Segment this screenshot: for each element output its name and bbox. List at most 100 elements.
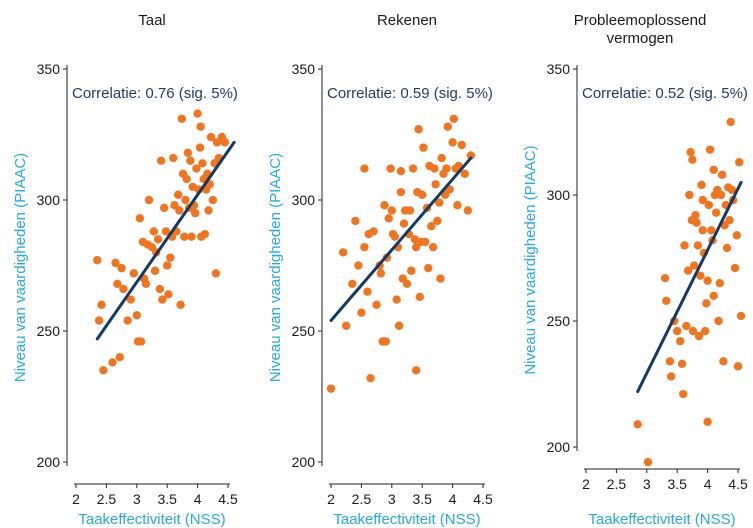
scatter-point [405, 206, 415, 215]
scatter-point [159, 203, 169, 213]
scatter-point [195, 143, 205, 152]
scatter-point [108, 358, 117, 367]
scatter-point [680, 241, 689, 250]
scatter-point [466, 151, 476, 160]
scatter-point [460, 169, 469, 178]
correlation-annotation: Correlatie: 0.59 (sig. 5%) [327, 85, 493, 102]
scatter-point [196, 122, 205, 131]
x-axis-label: Taakeffectiviteit (NSS) [78, 511, 225, 528]
scatter-point [177, 114, 186, 123]
x-tick-label: 2.5 [97, 491, 117, 507]
scatter-point [428, 242, 438, 252]
scatter-point [715, 279, 724, 288]
scatter-point [633, 420, 642, 429]
scatter-point [725, 216, 734, 225]
scatter-point [208, 195, 217, 205]
scatter-point [414, 125, 423, 134]
scatter-point [437, 153, 446, 163]
scatter-point [427, 222, 436, 231]
scatter-point [698, 195, 707, 205]
scatter-point [448, 138, 457, 147]
scatter-point [463, 206, 472, 215]
scatter-point [726, 117, 735, 127]
x-tick-label: 4 [704, 476, 712, 492]
scatter-point [150, 266, 160, 275]
scatter-point [186, 156, 195, 165]
scatter-point [155, 284, 165, 294]
scatter-point [697, 180, 706, 190]
x-axis-label: Taakeffectiviteit (NSS) [588, 511, 735, 528]
scatter-point [360, 242, 369, 252]
scatter-point [683, 266, 693, 275]
scatter-point [158, 295, 167, 304]
y-tick-label: 200 [547, 439, 571, 455]
y-axis-label: Niveau van vaardigheden (PIAAC) [12, 153, 29, 382]
scatter-point [169, 153, 178, 163]
scatter-point [688, 155, 697, 164]
scatter-point [187, 232, 196, 241]
scatter-point [338, 248, 348, 257]
scatter-point [716, 190, 726, 200]
scatter-point [666, 372, 676, 381]
y-tick-label: 350 [292, 61, 316, 77]
y-axis-label: Niveau van vaardigheden (PIAAC) [522, 145, 539, 374]
scatter-point [113, 279, 122, 289]
scatter-point [141, 279, 151, 289]
scatter-point [435, 198, 444, 207]
scatter-point [436, 274, 445, 283]
scatter-point [419, 143, 428, 152]
scatter-point [126, 295, 135, 304]
panel-title: vermogen [607, 30, 674, 47]
scatter-point [173, 190, 183, 199]
scatter-point [719, 357, 728, 366]
scatter-point [357, 308, 366, 317]
scatter-point [206, 132, 216, 142]
scatter-point [161, 227, 171, 236]
scatter-point [381, 337, 390, 346]
scatter-point [144, 195, 154, 205]
scatter-point [372, 300, 381, 309]
scatter-point [709, 165, 718, 174]
scatter-point [686, 147, 695, 157]
correlation-annotation: Correlatie: 0.76 (sig. 5%) [72, 85, 238, 102]
scatter-point [396, 187, 406, 197]
scatter-point [431, 180, 440, 189]
scatter-point [703, 276, 712, 285]
scatter-point [677, 359, 687, 369]
scatter-point [442, 164, 451, 173]
scatter-point [424, 263, 433, 273]
y-tick-label: 300 [37, 192, 61, 208]
scatter-point [175, 206, 184, 215]
scatter-point [735, 158, 744, 167]
scatter-point [700, 326, 710, 336]
scatter-point [685, 190, 694, 200]
scatter-point [211, 269, 221, 278]
scatter-point [660, 273, 670, 283]
y-tick-label: 350 [37, 61, 61, 77]
scatter-point [192, 164, 201, 173]
scatter-point [732, 231, 741, 240]
trend-line [636, 180, 743, 394]
scatter-point [688, 326, 698, 336]
x-tick-label: 4.5 [473, 491, 493, 507]
scatter-point [190, 208, 200, 218]
x-tick-label: 4.5 [728, 476, 748, 492]
scatter-point [433, 216, 442, 226]
y-axis-label: Niveau van vaardigheden (PIAAC) [267, 153, 284, 382]
scatter-point [443, 122, 452, 131]
scatter-point [730, 263, 740, 273]
scatter-point [694, 331, 704, 341]
x-tick-label: 2 [72, 491, 80, 507]
scatter-point [387, 206, 396, 215]
scatter-point [711, 208, 721, 217]
scatter-point [679, 389, 688, 399]
scatter-point [682, 321, 691, 331]
scatter-point [727, 185, 737, 195]
scatter-point [408, 164, 418, 173]
scatter-point [673, 326, 682, 336]
scatter-point [702, 299, 711, 308]
scatter-point [411, 242, 421, 252]
scatter-point [180, 232, 189, 241]
scatter-point [691, 210, 700, 220]
scatter-point [457, 140, 466, 150]
